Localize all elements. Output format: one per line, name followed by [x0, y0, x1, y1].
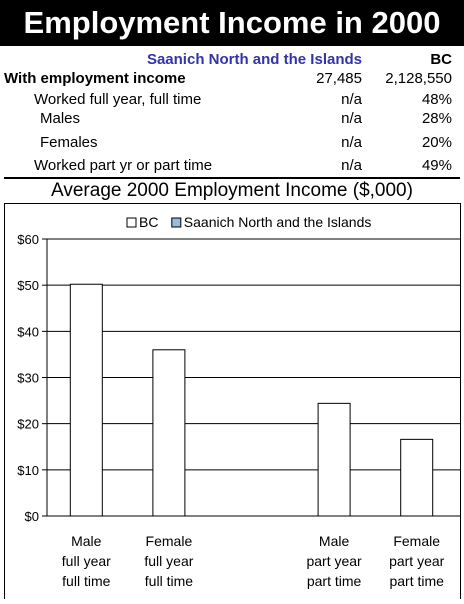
row-label: Worked full year, full time — [34, 91, 202, 108]
row-label: Worked part yr or part time — [34, 157, 213, 174]
row-label: Males — [40, 110, 81, 127]
x-category-label: full year — [144, 553, 193, 569]
page-title: Employment Income in 2000 — [0, 0, 464, 46]
table-header-row: Saanich North and the Islands BC — [4, 50, 460, 69]
bar-bc — [317, 402, 351, 517]
row-region-value: 27,485 — [316, 70, 362, 87]
row-bc-value: 2,128,550 — [385, 70, 452, 87]
row-bc-value: 48% — [421, 91, 452, 108]
table-row: Worked part yr or part time n/a 49% — [4, 156, 460, 175]
table-row: With employment income 27,485 2,128,550 — [4, 69, 460, 88]
row-region-value: n/a — [341, 157, 362, 174]
y-tick-label: $20 — [17, 417, 39, 432]
row-bc-value: 28% — [421, 110, 452, 127]
x-category-label: part time — [307, 573, 362, 589]
y-tick-label: $40 — [17, 324, 39, 339]
x-category-label: Male — [319, 533, 350, 549]
y-tick-label: $50 — [17, 278, 39, 293]
row-region-value: n/a — [341, 91, 362, 108]
table-row: Males n/a 28% — [4, 109, 460, 128]
row-bc-value: 20% — [421, 134, 452, 151]
chart-title: Average 2000 Employment Income ($,000) — [51, 180, 413, 201]
x-category-label: Male — [71, 533, 102, 549]
x-category-label: full time — [62, 573, 110, 589]
y-tick-label: $30 — [17, 371, 39, 386]
row-region-value: n/a — [341, 110, 362, 127]
chart-container: $0 $10 $20 $30 $40 $50 $60 Male full year full ti… — [4, 203, 461, 599]
section-divider — [4, 177, 460, 179]
row-bc-value: 49% — [421, 157, 452, 174]
bar-bc — [400, 438, 434, 517]
legend-label: BC — [139, 214, 158, 230]
table-row: Worked full year, full time n/a 48% — [4, 90, 460, 109]
legend-label: Saanich North and the Islands — [184, 214, 372, 230]
x-category-label: part time — [389, 573, 444, 589]
legend-swatch — [126, 217, 137, 228]
bar-bc — [152, 349, 186, 517]
x-category-label: Female — [393, 533, 440, 549]
legend-swatch — [171, 217, 182, 228]
x-category-label: part year — [306, 553, 362, 569]
row-label: Females — [40, 134, 98, 151]
bar-bc — [69, 283, 103, 517]
column-header-region: Saanich North and the Islands — [146, 51, 362, 68]
x-category-label: full time — [145, 573, 193, 589]
table-row: Females n/a 20% — [4, 133, 460, 152]
y-tick-label: $10 — [17, 463, 39, 478]
x-category-label: Female — [146, 533, 193, 549]
row-region-value: n/a — [341, 134, 362, 151]
y-tick-label: $60 — [17, 232, 39, 247]
row-label: With employment income — [4, 70, 186, 87]
column-header-bc: BC — [430, 51, 452, 68]
section-divider — [4, 203, 460, 204]
x-category-label: full year — [62, 553, 111, 569]
bar-chart: $0 $10 $20 $30 $40 $50 $60 Male full year full ti… — [17, 214, 460, 589]
x-category-label: part year — [389, 553, 445, 569]
y-tick-label: $0 — [25, 509, 39, 524]
